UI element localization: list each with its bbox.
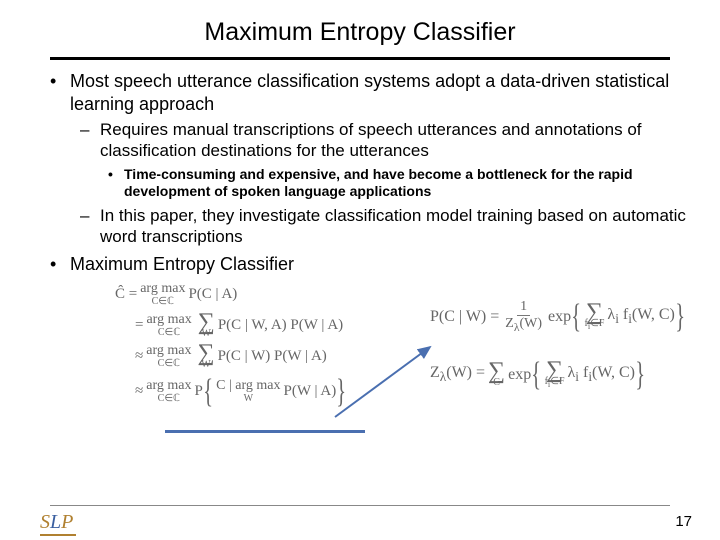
bullet-1-1-1-text: Time-consuming and expensive, and have b… (124, 166, 633, 200)
equations-right: P(C | W) = 1 Zλ(W) exp { ∑ fi∈F λi fi(W,… (430, 300, 685, 416)
argmax-1: arg max C∈ℂ (140, 282, 185, 307)
argmax-2: arg max C∈ℂ (146, 313, 191, 338)
bullet-2-text: Maximum Entropy Classifier (70, 254, 294, 274)
eq-right-row-2: Zλ(W) = ∑ C exp { ∑ fi∈F λi fi(W, C) } (430, 358, 685, 392)
equation-area: Ĉ = arg max C∈ℂ P(C | A) = arg max C∈ℂ (70, 282, 710, 452)
argmax-4: arg max C∈ℂ (146, 379, 191, 404)
argmax-3: arg max C∈ℂ (146, 344, 191, 369)
eq-p-ca: P(C | A) (188, 287, 237, 302)
content-area: Most speech utterance classification sys… (0, 70, 720, 452)
eq-left-row-3: ≈ arg max C∈ℂ ∑ W P(C | W) P(W | A) (115, 344, 347, 369)
bullet-1-2: In this paper, they investigate classifi… (70, 205, 690, 248)
eq-exp-1: exp (548, 309, 571, 325)
eq-p-wa-tail: P(W | A) (284, 384, 337, 399)
equation-underline (165, 430, 365, 433)
eq-r1-lhs: P(C | W) = (430, 309, 499, 325)
bullet-1-text: Most speech utterance classification sys… (70, 71, 669, 114)
sum-w-1: ∑ W (198, 313, 215, 338)
eq-lhs: Ĉ = (115, 287, 137, 302)
slide: Maximum Entropy Classifier Most speech u… (0, 0, 720, 540)
eq-p-outer: P (194, 384, 202, 399)
bullet-1: Most speech utterance classification sys… (40, 70, 690, 247)
equations-left: Ĉ = arg max C∈ℂ P(C | A) = arg max C∈ℂ (115, 282, 347, 415)
eq-left-row-2: = arg max C∈ℂ ∑ W P(C | W, A) P(W | A) (115, 313, 347, 338)
eq-approx-3: ≈ (135, 349, 143, 364)
footer-rule (50, 505, 670, 506)
bullet-1-1-1: Time-consuming and expensive, and have b… (100, 166, 690, 201)
eq-right-row-1: P(C | W) = 1 Zλ(W) exp { ∑ fi∈F λi fi(W,… (430, 300, 685, 334)
logo-underline (40, 534, 76, 536)
eq-exp-2: exp (508, 367, 531, 383)
sum-f-1: ∑ fi∈F (584, 303, 604, 331)
slide-title: Maximum Entropy Classifier (0, 0, 720, 53)
bullet-1-2-text: In this paper, they investigate classifi… (100, 206, 686, 246)
eq-left-row-4: ≈ arg max C∈ℂ P { C | arg max W P(W | A)… (115, 375, 347, 409)
eq-left-row-1: Ĉ = arg max C∈ℂ P(C | A) (115, 282, 347, 307)
eq-sym-2: = (135, 318, 143, 333)
sum-c: ∑ C (488, 362, 505, 387)
logo: SLP (40, 511, 73, 534)
argmax-inner: C | arg max W (216, 379, 280, 404)
bullet-2: Maximum Entropy Classifier (40, 253, 690, 276)
sum-f-2: ∑ fi∈F (545, 361, 565, 389)
page-number: 17 (675, 513, 692, 530)
title-rule (50, 57, 670, 60)
bullet-1-1: Requires manual transcriptions of speech… (70, 119, 690, 201)
sum-w-2: ∑ W (197, 344, 214, 369)
frac-1: 1 Zλ(W) (502, 300, 545, 333)
eq-approx-4: ≈ (135, 384, 143, 399)
bullet-list: Most speech utterance classification sys… (40, 70, 690, 276)
bullet-1-1-text: Requires manual transcriptions of speech… (100, 120, 642, 160)
eq-p-cw-pwa: P(C | W) P(W | A) (218, 349, 327, 364)
eq-p-cwa: P(C | W, A) P(W | A) (218, 318, 343, 333)
